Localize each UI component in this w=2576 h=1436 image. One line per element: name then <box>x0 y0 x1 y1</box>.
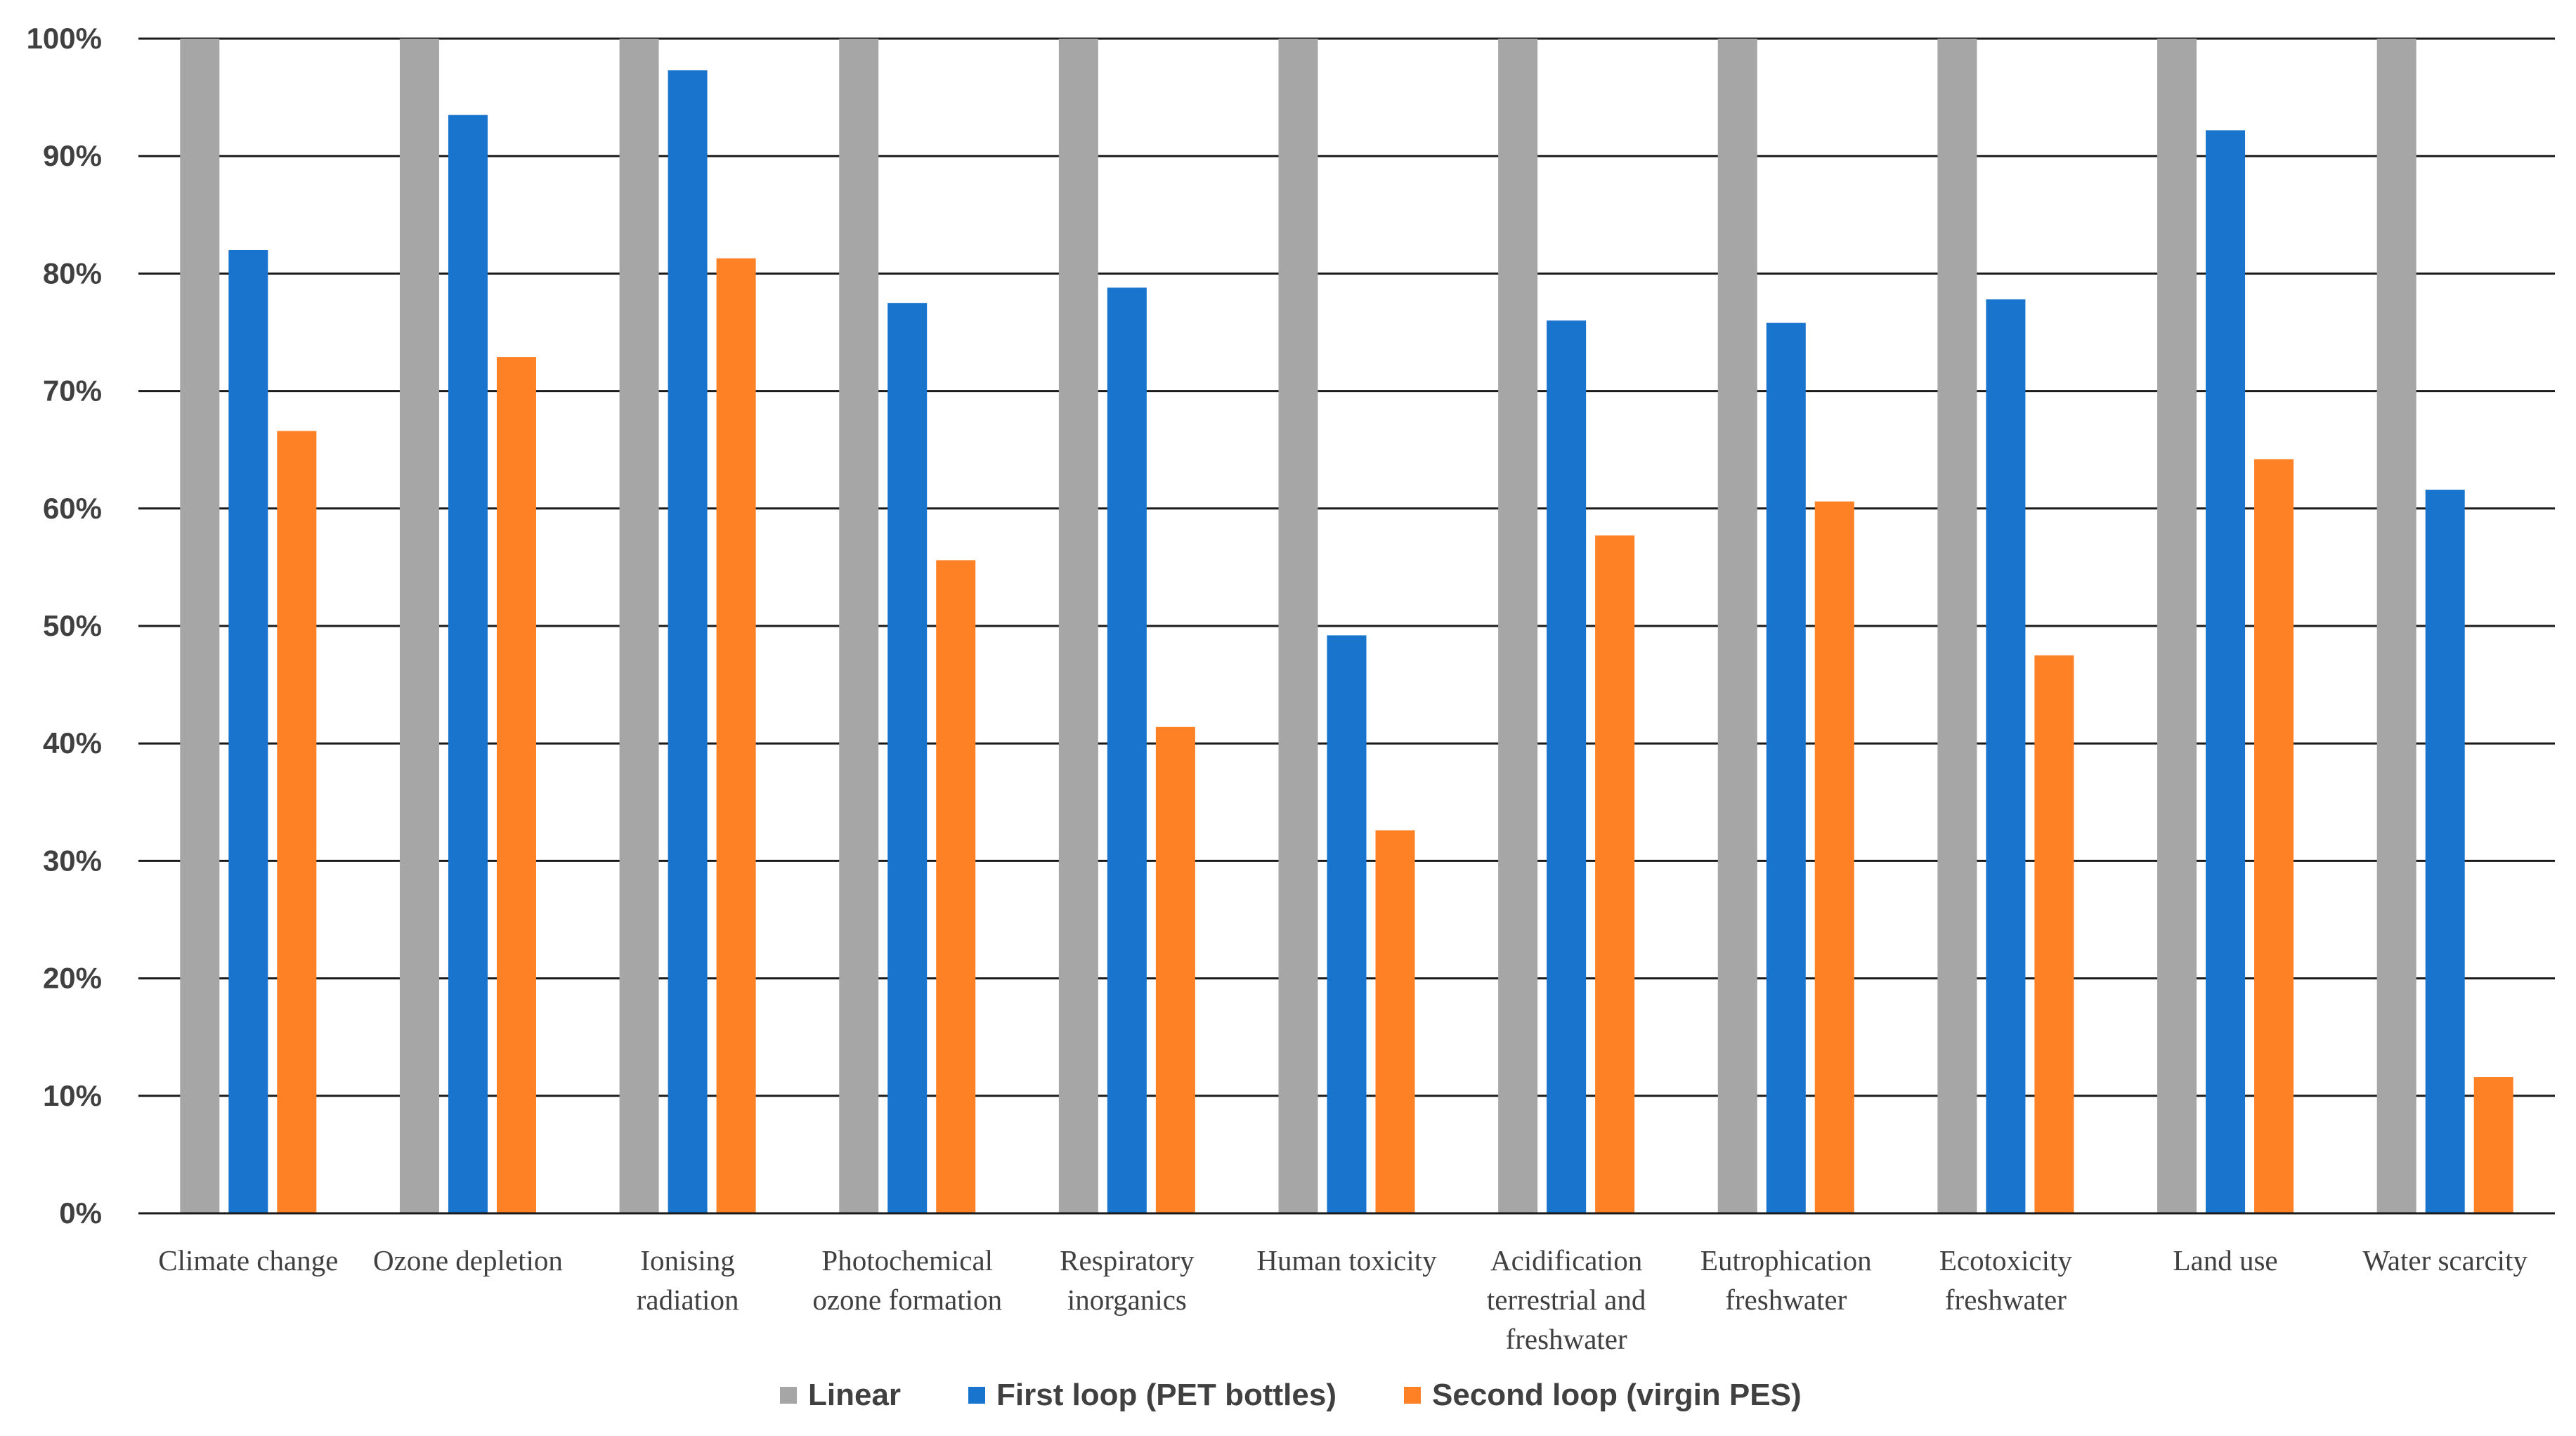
legend-label: Linear <box>808 1378 901 1412</box>
bar-second-loop <box>1375 830 1415 1213</box>
bar-first-loop <box>228 249 268 1214</box>
y-tick-label: 100% <box>27 22 102 55</box>
bar-linear <box>1058 39 1098 1213</box>
bar-first-loop <box>2206 130 2246 1213</box>
x-category-label: Ozone depletion <box>373 1244 563 1277</box>
bar-first-loop <box>1986 299 2026 1214</box>
x-category-label: Land use <box>2173 1244 2277 1277</box>
bar-second-loop <box>1814 501 1854 1213</box>
bar-first-loop <box>1766 322 1806 1213</box>
y-tick-label: 60% <box>43 492 102 525</box>
bar-first-loop <box>1107 287 1147 1213</box>
bar-second-loop <box>277 431 317 1213</box>
bar-linear <box>1937 39 1977 1213</box>
legend-swatch <box>1404 1387 1421 1404</box>
legend-label: First loop (PET bottles) <box>996 1378 1336 1412</box>
y-tick-label: 20% <box>43 962 102 995</box>
bar-linear <box>839 39 879 1213</box>
legend-label: Second loop (virgin PES) <box>1432 1378 1802 1412</box>
y-axis-ticks: 0% 10% 20% 30% 40% 50% 60% 70% 80% 90% 100% <box>27 22 102 1229</box>
x-axis-category-labels: Climate change Ozone depletion Ionising rad… <box>158 1244 2528 1355</box>
y-tick-label: 80% <box>43 256 102 289</box>
x-category-label: Photochemical ozone formation <box>812 1244 1002 1316</box>
bar-first-loop <box>1327 635 1367 1213</box>
x-category-label: Acidification terrestrial and freshwater <box>1487 1244 1646 1355</box>
bar-linear <box>619 39 659 1213</box>
bar-linear <box>2157 39 2197 1213</box>
bar-first-loop <box>668 70 708 1213</box>
y-tick-label: 30% <box>43 844 102 877</box>
bar-linear <box>1717 39 1757 1213</box>
bar-second-loop <box>936 560 976 1213</box>
gridlines <box>138 37 2555 1097</box>
bar-second-loop <box>496 357 536 1213</box>
legend: Linear First loop (PET bottles) Second loo… <box>780 1378 1802 1412</box>
x-category-label: Eutrophication freshwater <box>1700 1244 1872 1316</box>
y-tick-label: 50% <box>43 609 102 642</box>
x-category-label: Human toxicity <box>1256 1244 1437 1277</box>
y-tick-label: 0% <box>59 1196 102 1229</box>
y-tick-label: 40% <box>43 726 102 759</box>
bar-first-loop <box>448 115 488 1214</box>
bar-second-loop <box>1595 535 1635 1213</box>
x-category-label: Climate change <box>158 1244 338 1277</box>
bar-first-loop <box>887 303 928 1214</box>
bar-linear <box>1278 39 1318 1213</box>
x-category-label: Water scarcity <box>2362 1244 2528 1277</box>
bar-first-loop <box>1547 320 1587 1213</box>
bar-linear <box>180 39 220 1213</box>
bars <box>180 39 2513 1214</box>
bar-linear <box>399 39 439 1213</box>
bar-first-loop <box>2425 490 2465 1213</box>
bar-linear <box>2376 39 2416 1213</box>
y-tick-label: 10% <box>43 1079 102 1112</box>
x-category-label: Respiratory inorganics <box>1060 1244 1195 1316</box>
bar-linear <box>1498 39 1538 1213</box>
bar-second-loop <box>2473 1077 2513 1213</box>
bar-second-loop <box>716 258 756 1213</box>
x-category-label: Ionising radiation <box>637 1244 739 1316</box>
y-tick-label: 70% <box>43 374 102 407</box>
bar-second-loop <box>2034 655 2074 1213</box>
y-tick-label: 90% <box>43 139 102 172</box>
bar-second-loop <box>2254 459 2294 1214</box>
bar-second-loop <box>1155 726 1195 1213</box>
legend-swatch <box>968 1387 985 1404</box>
x-category-label: Ecotoxicity freshwater <box>1939 1244 2073 1316</box>
legend-swatch <box>780 1387 797 1404</box>
